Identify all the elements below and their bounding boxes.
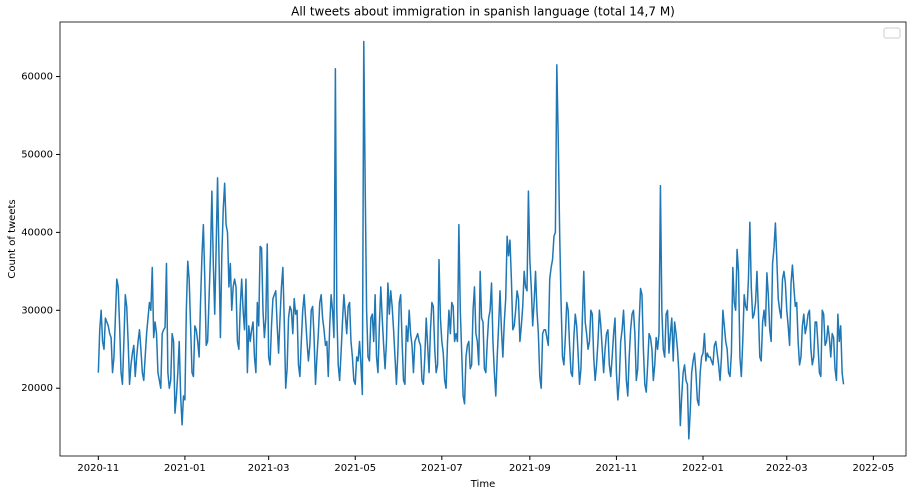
x-tick-label: 2021-03 [248, 463, 290, 474]
x-axis-label: Time [470, 479, 495, 490]
y-tick-label: 60000 [21, 72, 53, 83]
x-tick-label: 2021-01 [164, 463, 206, 474]
x-tick-label: 2022-05 [852, 463, 894, 474]
x-tick-label: 2021-05 [334, 463, 376, 474]
y-tick-label: 20000 [21, 383, 53, 394]
x-tick-label: 2021-11 [596, 463, 638, 474]
x-tick-label: 2021-09 [509, 463, 551, 474]
y-tick-label: 40000 [21, 227, 53, 238]
plot-area [97, 40, 845, 440]
chart-title: All tweets about immigration in spanish … [291, 5, 675, 19]
axes-frame [59, 21, 907, 457]
y-tick-label: 30000 [21, 305, 53, 316]
x-tick-label: 2021-07 [421, 463, 463, 474]
data-line [97, 40, 845, 440]
y-axis-label: Count of tweets [7, 199, 18, 278]
x-tick-label: 2020-11 [77, 463, 119, 474]
y-tick-label: 50000 [21, 149, 53, 160]
legend-box [883, 27, 901, 39]
x-tick-label: 2022-01 [682, 463, 724, 474]
x-tick-label: 2022-03 [766, 463, 808, 474]
